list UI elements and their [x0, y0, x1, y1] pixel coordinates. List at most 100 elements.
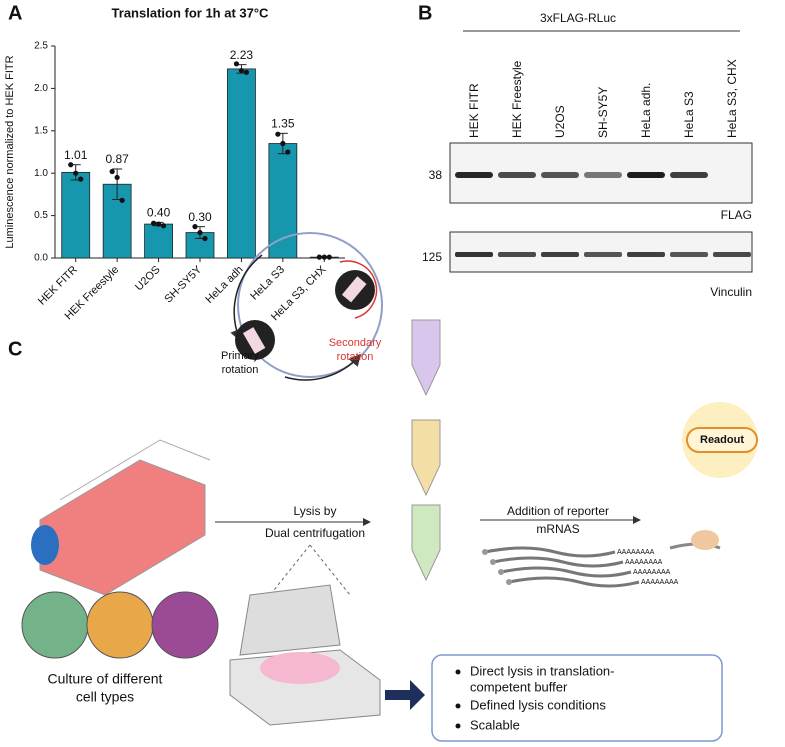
replicate-point: [202, 235, 208, 242]
replicate-point: [114, 174, 120, 181]
replicate-point: [109, 168, 115, 175]
flask: [59, 439, 211, 501]
lane-label: HEK FITR: [467, 83, 481, 138]
mrna-line: [508, 576, 640, 588]
band: [670, 252, 708, 257]
replicate-point: [321, 254, 327, 260]
x-tick-label: HEK FITR: [36, 264, 80, 308]
lid: [239, 584, 341, 656]
schematic: Primary rotation Secondary rotation Lysi…: [21, 232, 758, 742]
band: [455, 172, 493, 178]
replicate-point: [280, 140, 286, 147]
band: [627, 252, 665, 257]
replicate-point: [238, 67, 245, 74]
arrow: [230, 254, 263, 342]
marker: 38: [429, 168, 443, 182]
x-tick-label: SH-SY5Y: [162, 263, 204, 305]
replicate-point: [275, 131, 281, 137]
band: [670, 172, 708, 178]
replicate-point: [326, 254, 332, 260]
tube: [341, 276, 367, 303]
replicate-point: [243, 69, 250, 75]
mrna: AAAAAAAA AAAAAAAA AAAAAAAA AAAAAAAA: [482, 546, 679, 588]
cap: [31, 525, 59, 565]
y-tick-label: 2.5: [34, 41, 48, 52]
bar: [227, 68, 256, 259]
replicate-point: [68, 162, 74, 168]
readout-box: [686, 427, 758, 453]
cells: [86, 591, 154, 659]
value-label: 2.23: [230, 48, 254, 62]
chart-title: Translation for 1h at 37°C: [112, 5, 270, 20]
panel-label: B: [418, 2, 432, 24]
bar: [61, 171, 91, 259]
y-axis-label: Luminescence normalized to HEK FITR: [4, 55, 16, 248]
bullet-text: competent buffer: [470, 679, 568, 694]
mrna-line: [492, 556, 624, 568]
replicate-point: [78, 176, 84, 182]
label: Dual centrifugation: [265, 526, 365, 540]
arrow: [339, 260, 378, 319]
replicate-point: [197, 229, 203, 236]
y-tick-label: 0.5: [34, 210, 48, 221]
y-tick-label: 1.0: [34, 168, 48, 179]
dash: [269, 544, 311, 596]
band: [713, 252, 751, 257]
bullet-box: [431, 654, 723, 742]
label: cell types: [76, 689, 134, 705]
replicate-point: [119, 197, 125, 203]
poly-a: AAAAAAAA: [625, 559, 663, 566]
band: [584, 172, 622, 178]
label: Culture of different: [48, 671, 163, 687]
marker: 125: [422, 250, 442, 264]
lane-label: HeLa adh.: [639, 83, 653, 138]
poly-a: AAAAAAAA: [641, 579, 679, 586]
y-tick-label: 1.5: [34, 125, 48, 136]
bullet-text: Direct lysis in translation-: [470, 663, 615, 678]
label: mRNAS: [536, 522, 579, 536]
bar: [102, 183, 132, 259]
flask: [39, 459, 206, 596]
cells: [21, 591, 89, 659]
rotor: [260, 652, 340, 684]
tube: [242, 327, 266, 354]
replicate-point: [285, 149, 291, 155]
band: [541, 172, 579, 178]
tube: [411, 504, 441, 582]
lane-label: U2OS: [553, 105, 567, 138]
y-tick-label: 2.0: [34, 83, 48, 94]
lane-label: SH-SY5Y: [596, 87, 610, 138]
replicate-point: [155, 221, 162, 227]
poly-a: AAAAAAAA: [633, 569, 671, 576]
bar: [144, 223, 173, 259]
replicate-point: [192, 224, 198, 230]
value-label: 1.35: [271, 117, 295, 131]
value-label: 0.40: [147, 206, 171, 220]
lane-label: HeLa S3, CHX: [725, 59, 739, 138]
poly-a: AAAAAAAA: [617, 549, 655, 556]
band: [541, 252, 579, 257]
x-tick-label: U2OS: [133, 264, 163, 294]
panel-label: C: [8, 338, 22, 360]
ribosome: [691, 530, 719, 550]
arrow: [284, 353, 361, 381]
label: Secondary: [329, 337, 382, 349]
blot: HEK FITR HEK Freestyle U2OS SH-SY5Y HeLa adh…: [449, 59, 753, 273]
tube: [411, 319, 441, 397]
value-label: 1.01: [64, 148, 88, 162]
x-tick-label: HeLa S3: [248, 264, 287, 303]
cap: [506, 579, 512, 585]
dash: [309, 544, 351, 596]
cap: [482, 549, 488, 555]
mrna-line: [500, 566, 632, 578]
lane-label: HeLa S3: [682, 91, 696, 138]
band: [498, 252, 536, 257]
bullet: [455, 723, 461, 729]
label: rotation: [222, 364, 259, 376]
label: Primary: [221, 350, 259, 362]
lane-label: HEK Freestyle: [510, 60, 524, 138]
tube: [411, 419, 441, 497]
bullet-text: Scalable: [470, 717, 520, 732]
